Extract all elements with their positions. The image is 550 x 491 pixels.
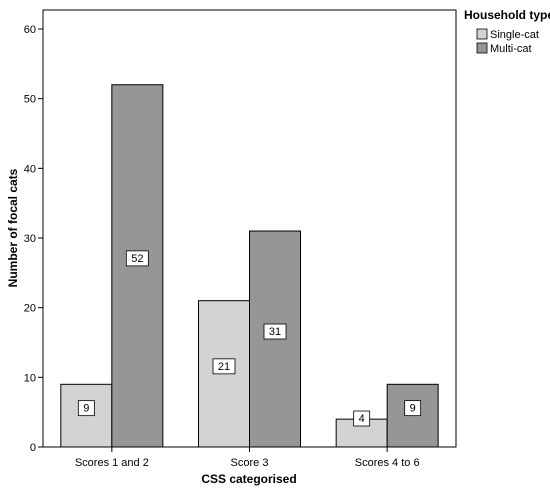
data-label: 21	[212, 358, 236, 375]
legend-item: Single-cat	[476, 28, 539, 41]
legend-label: Multi-cat	[490, 43, 532, 55]
data-label-box	[404, 400, 422, 417]
x-tick-label: Score 3	[231, 457, 269, 469]
data-label: 31	[263, 323, 287, 340]
y-axis: 0 10 20 30 40 50 60	[24, 24, 43, 454]
data-label-box	[125, 250, 149, 267]
x-tick-label: Scores 1 and 2	[75, 457, 149, 469]
data-label: 9	[77, 400, 95, 417]
data-label-text: 9	[83, 403, 89, 415]
data-label-text: 52	[131, 253, 143, 265]
data-label: 9	[404, 400, 422, 417]
y-tick-label: 60	[24, 24, 36, 36]
data-label: 4	[353, 410, 371, 427]
data-label-box	[212, 358, 236, 375]
legend-swatch	[476, 42, 488, 54]
data-label-box	[77, 400, 95, 417]
legend-title: Household type	[464, 8, 550, 22]
y-tick-label: 30	[24, 233, 36, 245]
y-tick-label: 50	[24, 94, 36, 106]
data-label-box	[353, 410, 371, 427]
data-label-text: 4	[359, 413, 365, 425]
data-labels: 9 52 21 31 4 9	[77, 250, 422, 427]
data-label-text: 31	[269, 326, 281, 338]
data-label-text: 21	[218, 361, 230, 373]
x-tick-label: Scores 4 to 6	[355, 457, 420, 469]
data-label-text: 9	[410, 403, 416, 415]
y-tick-label: 0	[30, 442, 36, 454]
legend-item: Multi-cat	[476, 42, 532, 55]
y-tick-label: 40	[24, 163, 36, 175]
y-tick-label: 10	[24, 372, 36, 384]
y-axis-title: Number of focal cats	[6, 168, 20, 287]
bars	[60, 84, 439, 448]
y-tick-label: 20	[24, 303, 36, 315]
x-axis: Scores 1 and 2 Score 3 Scores 4 to 6	[75, 447, 420, 469]
legend: Household type Single-cat Multi-cat	[464, 8, 550, 55]
data-label: 52	[125, 250, 149, 267]
data-label-box	[263, 323, 287, 340]
legend-swatch	[476, 28, 488, 40]
legend-label: Single-cat	[490, 29, 539, 41]
x-axis-title: CSS categorised	[201, 472, 296, 486]
